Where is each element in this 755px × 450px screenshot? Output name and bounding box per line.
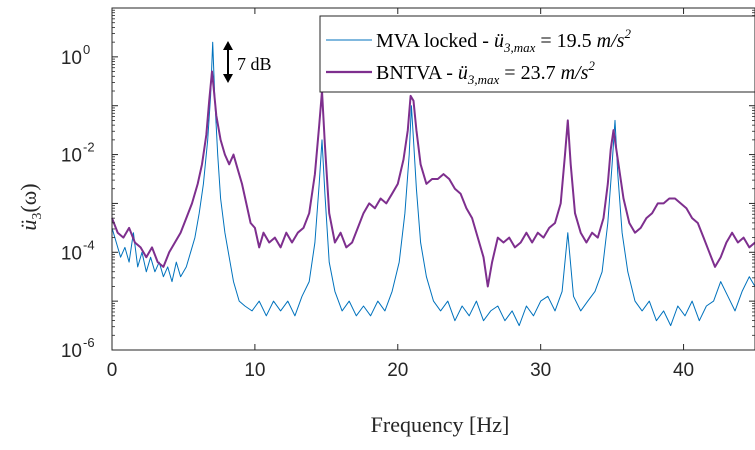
legend-entry-mva: MVA locked - ü3,max = 19.5 m/s2 <box>376 26 631 55</box>
x-tick-label: 0 <box>107 360 118 381</box>
series-line-0 <box>111 41 755 327</box>
x-tick-label: 20 <box>387 360 408 381</box>
legend-entry-bntva: BNTVA - ü3,max = 23.7 m/s2 <box>376 58 595 87</box>
arrow-down-icon <box>223 74 233 83</box>
series-line-1 <box>111 70 755 288</box>
axes-frame <box>111 7 755 351</box>
arrow-up-icon <box>223 41 233 50</box>
x-axis: 0 10 20 30 40 <box>107 8 694 381</box>
y-tick-exponent: -2 <box>83 140 95 155</box>
y-tick-label: 10 <box>61 341 82 362</box>
x-tick-label: 40 <box>673 360 694 381</box>
y-tick-label: 10 <box>61 243 82 264</box>
y-tick-exponent: -4 <box>83 237 95 252</box>
x-tick-label: 10 <box>244 360 265 381</box>
series-layer <box>111 41 755 327</box>
x-axis-label: Frequency [Hz] <box>371 412 510 437</box>
y-tick-exponent: -6 <box>83 335 95 350</box>
legend-box <box>319 15 755 93</box>
y-tick-label: 10 <box>61 48 82 69</box>
y-axis-label-sub: 3 <box>30 213 45 220</box>
y-axis-label-var: ü <box>16 220 41 231</box>
y-tick-exponent: 0 <box>83 42 90 57</box>
y-tick-label: 10 <box>61 146 82 167</box>
legend: MVA locked - ü3,max = 19.5 m/s2 BNTVA - … <box>319 15 755 93</box>
annotation-label: 7 dB <box>237 54 272 74</box>
peak-annotation: 7 dB <box>223 41 272 83</box>
x-tick-label: 30 <box>530 360 551 381</box>
y-axis-label: ü3(ω) <box>16 183 45 230</box>
y-axis-label-rest: (ω) <box>16 183 41 212</box>
